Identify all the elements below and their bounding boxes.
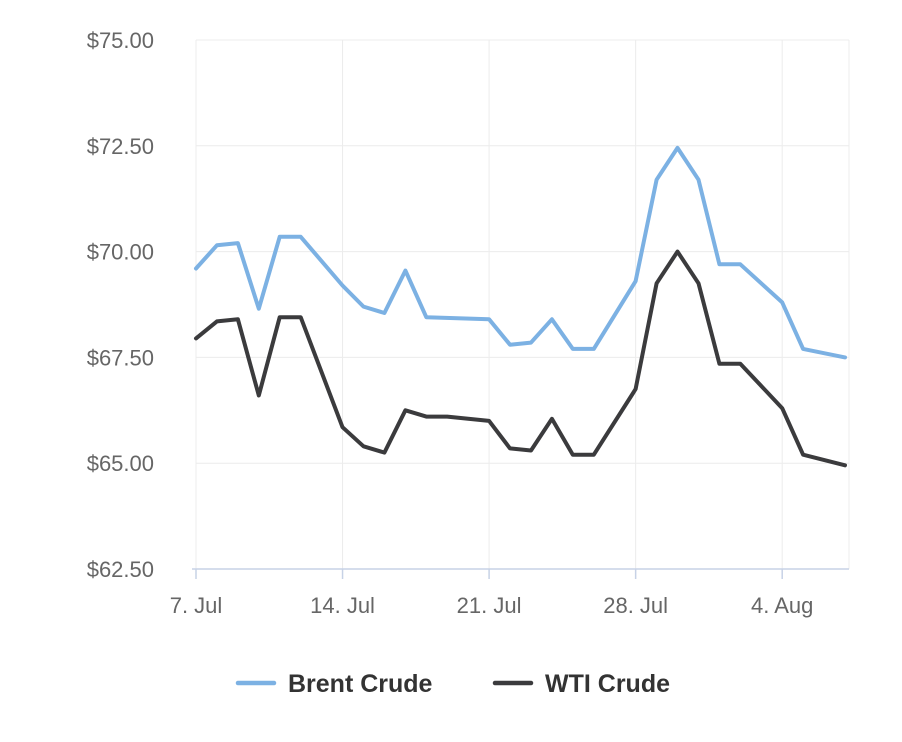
y-tick-label: $72.50 <box>87 134 154 159</box>
series-line-brent[interactable] <box>194 145 847 360</box>
y-axis: $62.50 $65.00 $67.50 $70.00 $72.50 $75.00 <box>87 28 154 582</box>
grid-lines <box>195 39 850 569</box>
series-line-wti[interactable] <box>194 249 847 468</box>
legend-label: WTI Crude <box>545 670 670 698</box>
legend-label: Brent Crude <box>288 670 433 698</box>
y-tick-label: $75.00 <box>87 28 154 53</box>
x-tick-label: 21. Jul <box>457 593 522 618</box>
y-tick-label: $70.00 <box>87 240 154 265</box>
x-tick-label: 4. Aug <box>751 593 813 618</box>
series-lines <box>194 145 847 468</box>
x-axis: 7. Jul 14. Jul 21. Jul 28. Jul 4. Aug <box>170 568 849 618</box>
x-tick-label: 14. Jul <box>310 593 375 618</box>
legend: Brent Crude WTI Crude <box>235 670 670 698</box>
legend-item-wti[interactable]: WTI Crude <box>492 670 670 698</box>
y-tick-label: $67.50 <box>87 345 154 370</box>
legend-item-brent[interactable]: Brent Crude <box>235 670 433 698</box>
x-tick-label: 7. Jul <box>170 593 223 618</box>
x-tick-label: 28. Jul <box>603 593 668 618</box>
y-tick-label: $62.50 <box>87 557 154 582</box>
y-tick-label: $65.00 <box>87 451 154 476</box>
